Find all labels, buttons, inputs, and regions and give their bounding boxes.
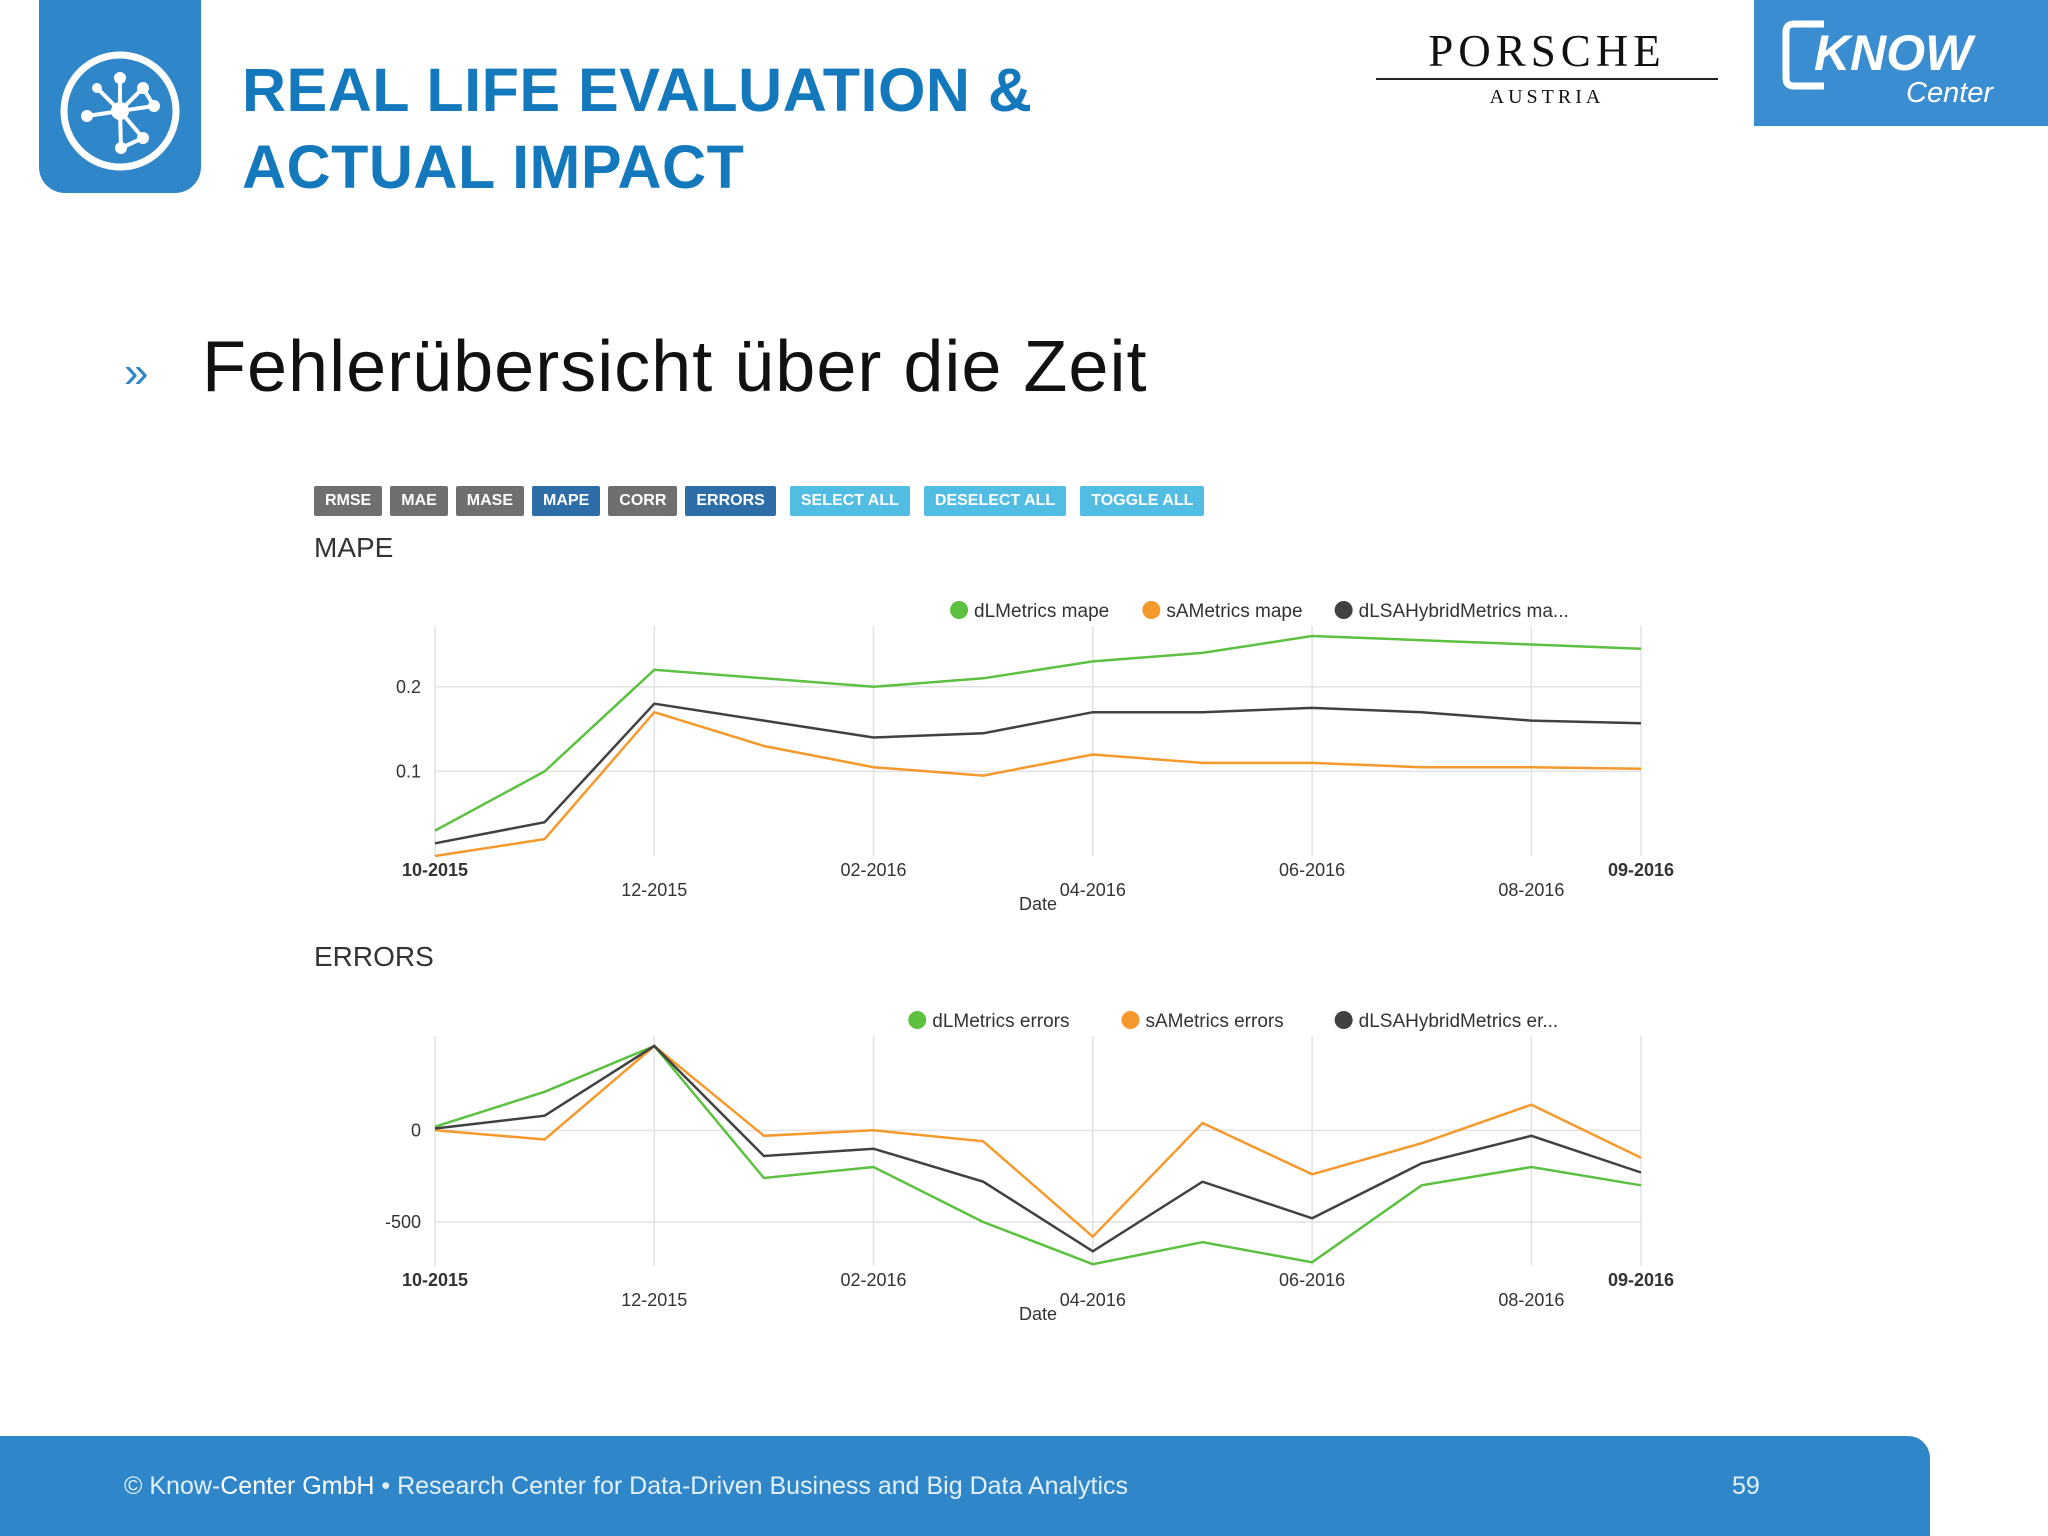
x-axis-label: Date — [1019, 1304, 1057, 1324]
legend-swatch-2 — [1334, 1011, 1353, 1029]
page-number: 59 — [1732, 1472, 1760, 1500]
footer-tagline: • Research Center for Data-Driven Busine… — [374, 1472, 1128, 1500]
mae-button[interactable]: MAE — [390, 486, 448, 516]
know-logo-center: Center — [1906, 77, 1994, 109]
y-tick-label: -500 — [385, 1212, 421, 1232]
x-tick-label: 09-2016 — [1608, 860, 1674, 880]
legend-label-2: dLSAHybridMetrics ma... — [1359, 601, 1569, 622]
x-tick-label: 10-2015 — [402, 1270, 468, 1290]
mape-button[interactable]: MAPE — [532, 486, 601, 516]
know-center-logo: KNOW Center — [1754, 0, 2048, 126]
bullet-icon: » — [124, 348, 149, 397]
porsche-logo-name: PORSCHE — [1428, 26, 1666, 76]
footer-text: © Know-Center GmbH • Research Center for… — [124, 1472, 1128, 1501]
legend-swatch-0 — [950, 601, 969, 619]
porsche-austria-logo: PORSCHE AUSTRIA — [1372, 26, 1722, 109]
x-axis-label: Date — [1019, 894, 1057, 914]
select-all-button[interactable]: SELECT ALL — [789, 486, 910, 516]
legend-label-1: sAMetrics mape — [1166, 601, 1302, 622]
errors-legend[interactable]: dLMetrics errors sAMetrics errors dLSAHybr… — [908, 1011, 1558, 1032]
x-tick-label: 12-2015 — [621, 880, 687, 900]
title-line-2: ACTUAL IMPACT — [242, 133, 745, 201]
legend-swatch-1 — [1142, 601, 1161, 619]
y-tick-label: 0.2 — [396, 677, 421, 697]
x-tick-label: 02-2016 — [841, 1270, 907, 1290]
slide-subtitle: Fehlerübersicht über die Zeit — [202, 327, 1148, 407]
mape-series-line-1 — [434, 710, 1642, 858]
footer-bar: © Know-Center GmbH • Research Center for… — [0, 1436, 1930, 1536]
errors-button[interactable]: ERRORS — [685, 486, 776, 516]
page-title: REAL LIFE EVALUATION & ACTUAL IMPACT — [242, 52, 1032, 206]
x-tick-label: 10-2015 — [402, 860, 468, 880]
legend-label-1: sAMetrics errors — [1145, 1011, 1283, 1032]
y-tick-label: 0.1 — [396, 761, 421, 781]
x-tick-label: 04-2016 — [1060, 880, 1126, 900]
errors-series-line-1 — [434, 1044, 1642, 1239]
legend-label-0: dLMetrics errors — [932, 1011, 1069, 1032]
rmse-button[interactable]: RMSE — [314, 486, 383, 516]
x-tick-label: 04-2016 — [1060, 1290, 1126, 1310]
x-tick-label: 08-2016 — [1498, 1290, 1564, 1310]
mape-legend[interactable]: dLMetrics mape sAMetrics mape dLSAHybridMe… — [950, 601, 1569, 622]
legend-label-2: dLSAHybridMetrics er... — [1359, 1011, 1559, 1032]
porsche-logo-rule — [1376, 78, 1718, 80]
deselect-all-button[interactable]: DESELECT ALL — [923, 486, 1067, 516]
porsche-logo-sub: AUSTRIA — [1489, 86, 1605, 108]
mase-button[interactable]: MASE — [455, 486, 525, 516]
x-tick-label: 09-2016 — [1608, 1270, 1674, 1290]
title-line-1: REAL LIFE EVALUATION & — [242, 56, 1033, 124]
errors-series-line-0 — [434, 1044, 1642, 1266]
legend-swatch-1 — [1121, 1011, 1140, 1029]
x-tick-label: 08-2016 — [1498, 880, 1564, 900]
metric-toolbar: RMSE MAE MASE MAPE CORR ERRORS SELECT AL… — [314, 486, 1205, 516]
legend-swatch-2 — [1334, 601, 1353, 619]
x-tick-label: 02-2016 — [841, 860, 907, 880]
footer-company: Center GmbH — [220, 1472, 375, 1500]
x-tick-label: 12-2015 — [621, 1290, 687, 1310]
legend-swatch-0 — [908, 1011, 927, 1029]
know-logo-word: KNOW — [1814, 25, 1976, 81]
know-logo-bracket — [1782, 20, 1824, 90]
mape-series-line-2 — [434, 702, 1642, 845]
network-logo-box — [39, 0, 201, 193]
mape-series-line-0 — [434, 634, 1642, 832]
legend-label-0: dLMetrics mape — [974, 601, 1109, 622]
footer-copyright: © Know- — [124, 1472, 221, 1500]
network-icon — [60, 51, 180, 171]
x-tick-label: 06-2016 — [1279, 1270, 1345, 1290]
mape-line-chart: 0.2 0.1 10-2015 02-2016 06-2016 09-2016 12-201… — [396, 601, 1674, 914]
errors-series-line-2 — [434, 1044, 1642, 1253]
mape-chart-title: MAPE — [314, 532, 394, 563]
errors-line-chart: 0 -500 10-2015 02-2016 06-2016 09-2016 12-2015… — [385, 1011, 1674, 1324]
corr-button[interactable]: CORR — [608, 486, 678, 516]
errors-chart-title: ERRORS — [314, 941, 434, 972]
toggle-all-button[interactable]: TOGGLE ALL — [1080, 486, 1205, 516]
y-tick-label: 0 — [411, 1120, 421, 1140]
x-tick-label: 06-2016 — [1279, 860, 1345, 880]
